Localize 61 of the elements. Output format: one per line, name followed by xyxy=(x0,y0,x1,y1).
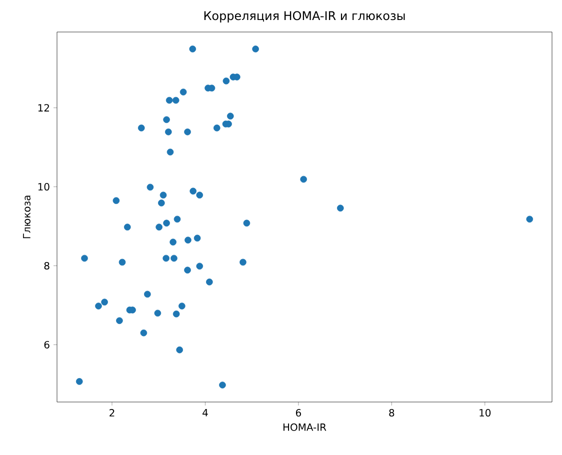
point xyxy=(222,78,230,84)
point xyxy=(81,254,88,262)
point xyxy=(240,258,246,266)
point xyxy=(118,258,126,266)
point xyxy=(101,298,108,306)
x-axis-title: HOMA-IR xyxy=(283,423,326,431)
point xyxy=(116,317,123,324)
y-tick-label: 6 xyxy=(44,340,50,349)
point xyxy=(176,346,183,354)
point xyxy=(172,96,180,104)
point xyxy=(180,88,187,96)
point xyxy=(154,310,162,317)
point xyxy=(165,128,172,136)
point xyxy=(166,148,174,156)
y-tick-label: 8 xyxy=(44,262,50,270)
point xyxy=(189,46,196,52)
point xyxy=(140,329,148,336)
x-tick-label: 8 xyxy=(389,409,394,417)
point xyxy=(112,197,120,204)
point xyxy=(243,220,250,227)
point xyxy=(194,234,201,242)
point xyxy=(178,302,186,310)
x-tick-label: 10 xyxy=(480,409,491,417)
point xyxy=(172,310,180,318)
point xyxy=(166,96,173,104)
y-axis-title: Глюкоза xyxy=(23,196,30,238)
point xyxy=(184,128,191,136)
point xyxy=(196,192,204,198)
y-tick-label: 10 xyxy=(38,183,50,191)
point xyxy=(526,216,534,223)
point xyxy=(226,112,234,120)
point xyxy=(206,278,213,286)
point xyxy=(196,262,204,270)
point xyxy=(146,184,154,191)
point xyxy=(144,290,151,298)
point xyxy=(184,266,191,274)
point xyxy=(336,204,344,212)
x-tick-label: 4 xyxy=(202,409,208,416)
point xyxy=(219,382,226,388)
point xyxy=(252,46,259,52)
point xyxy=(213,124,220,132)
point xyxy=(184,236,192,244)
point xyxy=(124,224,131,230)
point xyxy=(163,220,170,227)
chart-title: Корреляция HOMA-IR и глюкозы xyxy=(204,11,405,22)
point xyxy=(190,188,197,195)
point xyxy=(174,216,181,223)
x-tick-label: 2 xyxy=(110,409,114,416)
point xyxy=(170,238,176,246)
point xyxy=(160,192,167,198)
x-tick-label: 6 xyxy=(296,409,301,417)
point xyxy=(170,254,178,262)
point xyxy=(156,224,162,230)
point xyxy=(138,124,145,132)
point xyxy=(95,302,102,310)
point xyxy=(158,200,165,206)
point xyxy=(76,378,83,385)
point xyxy=(300,176,307,183)
point xyxy=(163,116,170,124)
y-tick-label: 12 xyxy=(38,104,49,112)
point xyxy=(162,254,170,262)
